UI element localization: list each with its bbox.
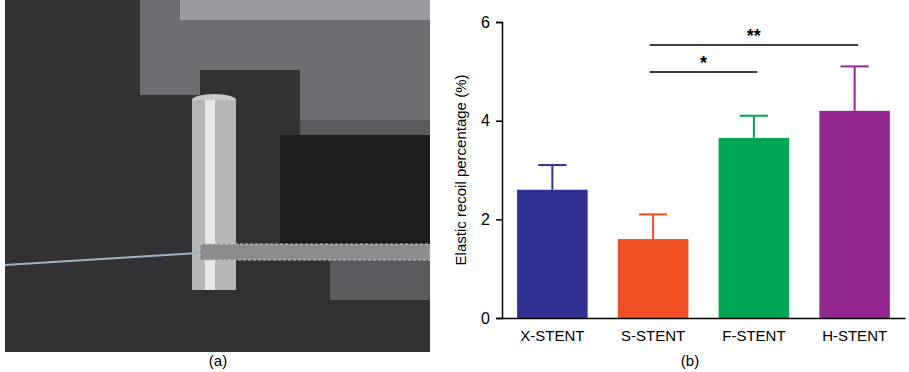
anvil-shine: [205, 100, 215, 290]
y-tick-label: 2: [481, 211, 490, 228]
y-tick-label: 4: [481, 112, 490, 129]
significance-label: *: [700, 53, 707, 73]
x-tick-label: S-STENT: [621, 327, 685, 344]
error-stem: [854, 66, 856, 110]
gauge-body: [140, 0, 430, 120]
error-bar: [639, 214, 667, 239]
x-tick: H-STENT: [822, 318, 887, 344]
error-cap: [841, 65, 869, 67]
stent: [200, 244, 430, 260]
x-tick: S-STENT: [621, 318, 685, 344]
x-tick-label: X-STENT: [520, 327, 584, 344]
error-cap: [740, 115, 768, 117]
anvil: [192, 100, 236, 290]
figure: (a) 0 2 4 6 X-STENT S-STENT F-STENT H-STENT Elast…: [0, 0, 909, 372]
y-tick-mark: [496, 318, 502, 320]
bar: [719, 138, 790, 318]
x-tick: X-STENT: [520, 318, 584, 344]
error-stem: [753, 116, 755, 138]
panel-label: (b): [681, 352, 699, 369]
error-bar: [740, 116, 768, 138]
error-cap: [538, 164, 566, 166]
gauge-opening: [280, 135, 430, 245]
x-axis-line: [503, 318, 906, 320]
y-tick: 6: [481, 14, 502, 31]
error-bar: [538, 165, 566, 190]
y-tick-mark: [496, 120, 502, 122]
plot-marks: [517, 66, 890, 318]
panel-a: [5, 0, 430, 352]
error-cap: [639, 213, 667, 215]
photo-panel: [5, 0, 430, 352]
bar: [618, 239, 689, 318]
y-tick-mark: [496, 219, 502, 221]
y-tick-label: 6: [481, 14, 490, 31]
error-stem: [652, 214, 654, 239]
photo-background: [5, 0, 430, 352]
y-tick: 2: [481, 211, 502, 228]
bar: [819, 111, 890, 318]
y-axis-line: [496, 23, 503, 319]
x-tick-label: H-STENT: [822, 327, 887, 344]
y-tick-mark: [496, 22, 502, 24]
y-tick: 0: [481, 310, 502, 327]
y-axis-title: Elastic recoil percentage (%): [452, 75, 469, 266]
x-tick-label: F-STENT: [722, 327, 785, 344]
wire: [5, 252, 215, 265]
bar: [517, 190, 588, 318]
annotations: ***: [650, 26, 859, 73]
gauge-top: [180, 0, 430, 20]
error-stem: [551, 165, 553, 190]
x-tick: F-STENT: [722, 318, 785, 344]
y-tick: 4: [481, 112, 502, 129]
y-axis: 0 2 4 6: [481, 14, 502, 327]
y-tick-label: 0: [481, 310, 490, 327]
error-bar: [841, 66, 869, 110]
panel-label: (a): [209, 352, 227, 369]
significance-label: **: [747, 26, 761, 46]
x-axis: X-STENT S-STENT F-STENT H-STENT: [503, 318, 906, 344]
